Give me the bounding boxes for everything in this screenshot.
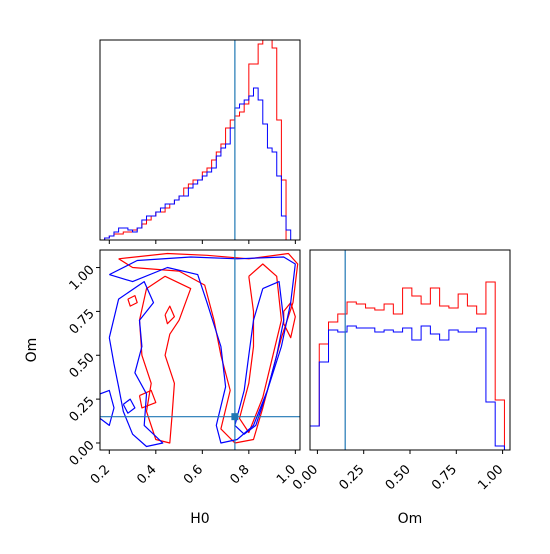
contour-H0-Om-ylabel: Om [24,338,40,363]
contour-blue-1 [108,281,164,448]
hist-H0-series-blue-step [100,87,296,241]
hist-H0-frame [99,39,301,241]
hist-Om-series-blue-step [309,325,505,450]
contour-H0-Om-ytick-label: 0.50 [67,350,98,381]
contour-H0-Om-xtick-label: 0.6 [181,462,206,487]
hist-Om-xtick-label: 0.25 [336,462,367,493]
hist-Om-xtick-label: 1.00 [475,462,506,493]
contour-lines-group [100,252,299,448]
contour-H0-Om-xtick-label: 0.4 [134,462,159,487]
contour-red-5 [138,389,157,409]
hist-H0-panel [99,39,301,244]
contour-H0-Om-ytick-label: 0.75 [67,306,98,337]
hist-Om-series-red-step [309,281,505,450]
contour-H0-Om-ytick-label: 0.00 [67,438,98,469]
contour-H0-Om-ytick-label: 0.25 [67,394,98,425]
contour-red-4 [164,305,175,325]
hist-Om-frame [309,249,511,451]
contour-blue-3 [100,389,115,426]
contour-H0-Om-xlabel: H0 [190,511,209,527]
contour-blue-2 [234,281,285,435]
hist-Om-panel: 0.00 0.25 0.50 0.75 1.00 Om [290,249,511,527]
contour-blue-0 [109,256,296,444]
hist-Om-xtick-label: 0.50 [383,462,414,493]
contour-red-1 [138,275,192,444]
contour-red-6 [127,295,138,307]
hist-Om-xtick-label: 0.75 [429,462,460,493]
contour-H0-Om-ytick-label: 1.00 [67,263,98,294]
contour-red-2 [238,263,282,434]
truth-marker [231,413,239,421]
hist-H0-series-red-step [100,39,291,241]
hist-Om-xlabel: Om [398,511,423,527]
contour-H0-Om-frame [99,249,301,451]
contour-H0-Om-xtick-label: 0.8 [227,462,252,487]
contour-blue-4 [122,398,136,414]
contour-H0-Om-xtick-label: 0.2 [88,462,113,487]
hist-Om-xtick-label: 0.00 [290,462,321,493]
